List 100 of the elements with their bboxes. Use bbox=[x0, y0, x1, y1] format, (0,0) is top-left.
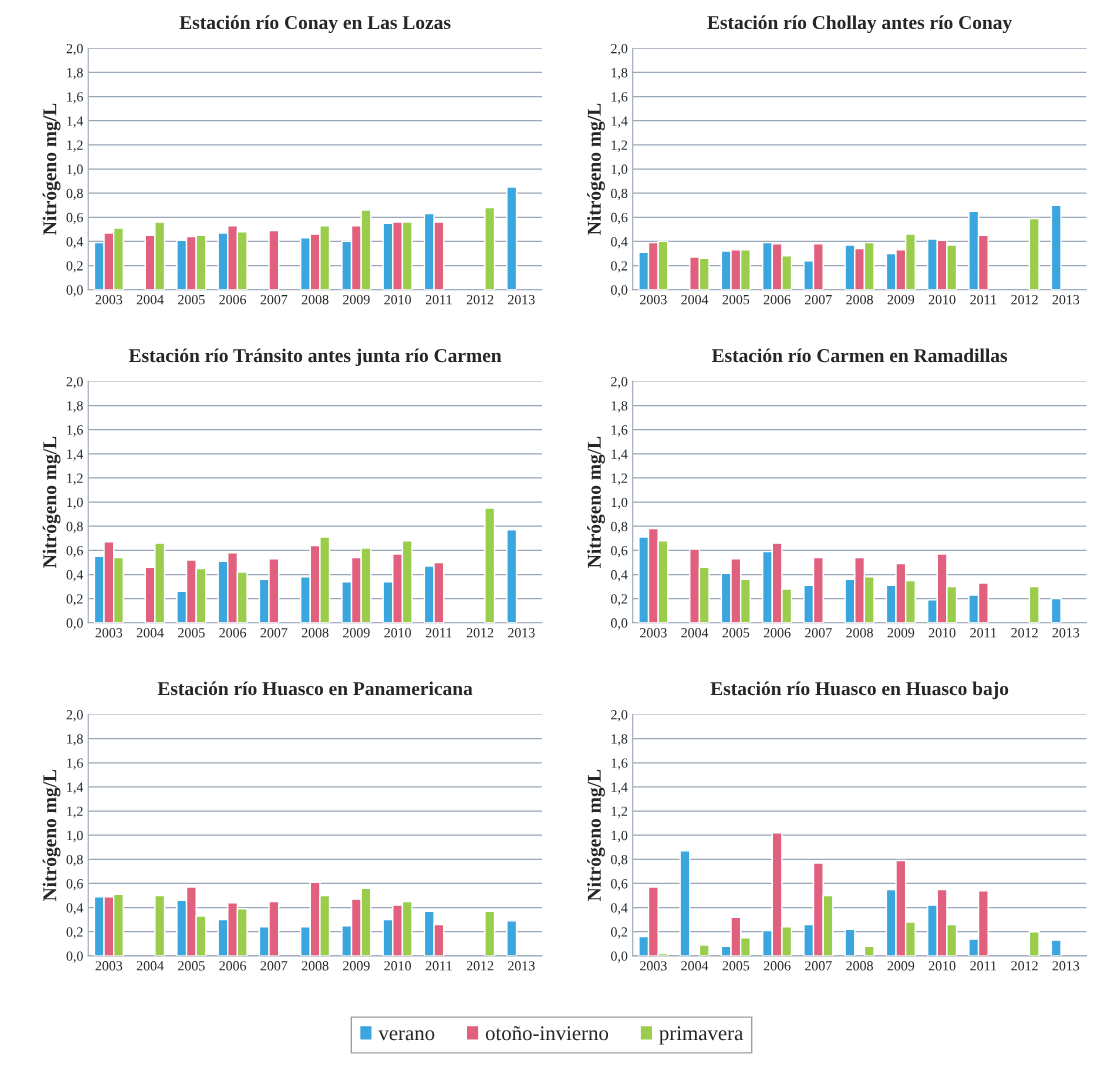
x-tick-label: 2009 bbox=[887, 961, 915, 971]
bar bbox=[844, 928, 856, 956]
y-tick-label: 1,2 bbox=[611, 140, 628, 152]
x-tick-label: 2013 bbox=[508, 961, 535, 971]
y-tick-label: 1,8 bbox=[611, 734, 628, 746]
y-tick-label: 2,0 bbox=[611, 43, 628, 56]
x-tick-label: 2004 bbox=[136, 294, 164, 305]
chart-title: Estación río Huasco en Huasco bajo bbox=[710, 681, 1009, 700]
x-tick-label: 2007 bbox=[260, 628, 288, 638]
x-tick-label: 2013 bbox=[1052, 961, 1080, 971]
y-tick-label: 0,2 bbox=[611, 261, 628, 273]
chart-title: Estación río Tránsito antes junta río Carmen bbox=[128, 348, 502, 367]
x-tick-label: 2003 bbox=[640, 961, 667, 971]
x-tick-label: 2011 bbox=[970, 628, 997, 638]
x-tick-label: 2009 bbox=[343, 628, 370, 638]
y-tick-label: 0,0 bbox=[611, 951, 628, 963]
x-tick-label: 2003 bbox=[95, 628, 123, 638]
y-tick-label: 1,8 bbox=[67, 734, 83, 746]
y-axis-title: Nitrógeno mg/L bbox=[42, 436, 61, 568]
x-tick-label: 2010 bbox=[928, 628, 956, 638]
y-tick-label: 1,0 bbox=[67, 164, 83, 176]
x-tick-label: 2004 bbox=[681, 628, 709, 638]
y-tick-label: 0,6 bbox=[611, 212, 628, 225]
x-tick-label: 2011 bbox=[970, 961, 997, 971]
y-tick-label: 0,8 bbox=[611, 521, 628, 534]
y-tick-label: 0,4 bbox=[611, 570, 628, 582]
y-tick-label: 1,2 bbox=[611, 473, 628, 485]
y-tick-label: 1,0 bbox=[67, 497, 83, 510]
legend-label: verano bbox=[378, 1030, 435, 1041]
x-tick-label: 2011 bbox=[970, 294, 997, 305]
y-tick-label: 1,6 bbox=[611, 92, 628, 104]
y-tick-label: 0,0 bbox=[66, 285, 83, 297]
y-tick-label: 1,0 bbox=[67, 830, 83, 843]
y-tick-label: 1,0 bbox=[611, 830, 628, 843]
y-tick-label: 1,0 bbox=[611, 497, 628, 510]
y-axis-title: Nitrógeno mg/L bbox=[587, 103, 605, 235]
x-tick-label: 2012 bbox=[466, 961, 494, 971]
y-tick-label: 1,0 bbox=[611, 164, 628, 176]
y-tick-label: 0,4 bbox=[66, 237, 84, 249]
bar bbox=[506, 529, 518, 623]
x-tick-label: 2008 bbox=[846, 628, 873, 638]
x-tick-label: 2010 bbox=[928, 961, 956, 971]
bar bbox=[154, 894, 166, 956]
x-tick-label: 2006 bbox=[763, 294, 791, 305]
y-tick-label: 0,0 bbox=[66, 618, 83, 630]
x-tick-label: 2009 bbox=[887, 628, 915, 638]
x-tick-label: 2005 bbox=[178, 961, 205, 971]
bar bbox=[1028, 585, 1040, 623]
y-tick-label: 0,6 bbox=[611, 545, 628, 558]
x-tick-label: 2013 bbox=[1052, 294, 1080, 305]
x-tick-label: 2003 bbox=[95, 961, 123, 971]
x-tick-label: 2004 bbox=[136, 961, 164, 971]
y-tick-label: 0,8 bbox=[611, 188, 628, 201]
x-tick-label: 2003 bbox=[640, 294, 667, 305]
y-tick-label: 1,6 bbox=[611, 758, 628, 770]
legend-label: otoño-invierno bbox=[485, 1026, 609, 1041]
y-tick-label: 1,8 bbox=[611, 68, 628, 80]
x-tick-label: 2013 bbox=[508, 628, 535, 638]
y-tick-label: 1,8 bbox=[67, 401, 83, 413]
y-tick-label: 0,4 bbox=[611, 237, 628, 249]
y-tick-label: 1,4 bbox=[611, 449, 628, 461]
y-tick-label: 2,0 bbox=[66, 43, 83, 56]
x-tick-label: 2008 bbox=[301, 294, 329, 305]
x-tick-label: 2009 bbox=[343, 294, 370, 305]
x-tick-label: 2010 bbox=[384, 628, 411, 638]
x-tick-label: 2007 bbox=[805, 961, 832, 971]
y-axis-title: Nitrógeno mg/L bbox=[42, 103, 61, 235]
x-tick-label: 2007 bbox=[805, 628, 832, 638]
bar bbox=[1050, 204, 1062, 290]
x-tick-label: 2008 bbox=[846, 294, 873, 305]
bar bbox=[484, 206, 496, 290]
y-tick-label: 0,0 bbox=[611, 285, 628, 297]
y-tick-label: 1,6 bbox=[67, 92, 83, 104]
y-tick-label: 0,0 bbox=[66, 951, 83, 963]
y-tick-label: 0,6 bbox=[66, 545, 83, 558]
y-tick-label: 0,2 bbox=[66, 594, 83, 606]
bar bbox=[484, 910, 496, 956]
y-tick-label: 1,4 bbox=[611, 116, 628, 128]
bar bbox=[679, 850, 691, 956]
y-tick-label: 0,8 bbox=[66, 521, 83, 534]
y-tick-label: 0,6 bbox=[66, 879, 83, 891]
bar bbox=[1050, 939, 1062, 956]
bar bbox=[506, 186, 518, 290]
bar bbox=[268, 229, 280, 290]
y-tick-label: 2,0 bbox=[611, 710, 628, 722]
x-tick-label: 2009 bbox=[887, 294, 915, 305]
bar bbox=[1050, 597, 1062, 623]
x-tick-label: 2012 bbox=[466, 628, 494, 638]
x-tick-label: 2006 bbox=[219, 294, 247, 305]
legend-label: primavera bbox=[659, 1026, 744, 1045]
y-tick-label: 2,0 bbox=[611, 377, 628, 389]
y-tick-label: 1,4 bbox=[611, 782, 628, 794]
x-tick-label: 2007 bbox=[260, 961, 288, 971]
x-tick-label: 2012 bbox=[466, 294, 494, 305]
bar bbox=[506, 920, 518, 956]
y-tick-label: 0,4 bbox=[66, 903, 84, 915]
x-tick-label: 2008 bbox=[301, 628, 329, 638]
y-tick-label: 0,8 bbox=[611, 854, 628, 867]
y-tick-label: 1,6 bbox=[611, 425, 628, 437]
x-tick-label: 2010 bbox=[384, 961, 411, 971]
